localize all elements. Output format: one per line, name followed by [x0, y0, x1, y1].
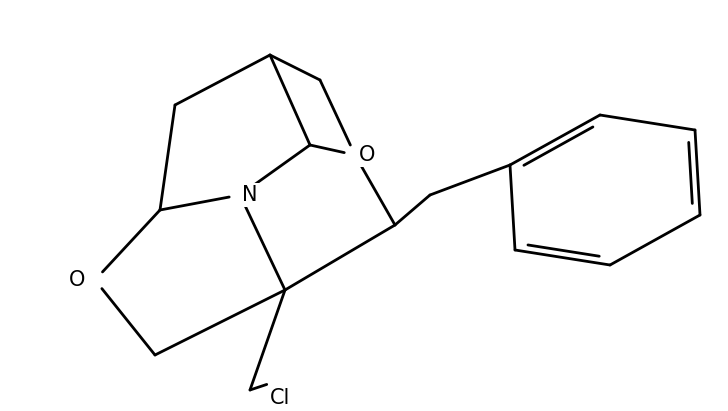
Text: O: O: [69, 270, 85, 290]
Text: Cl: Cl: [270, 388, 290, 408]
Text: O: O: [359, 145, 375, 165]
Text: N: N: [242, 185, 258, 205]
